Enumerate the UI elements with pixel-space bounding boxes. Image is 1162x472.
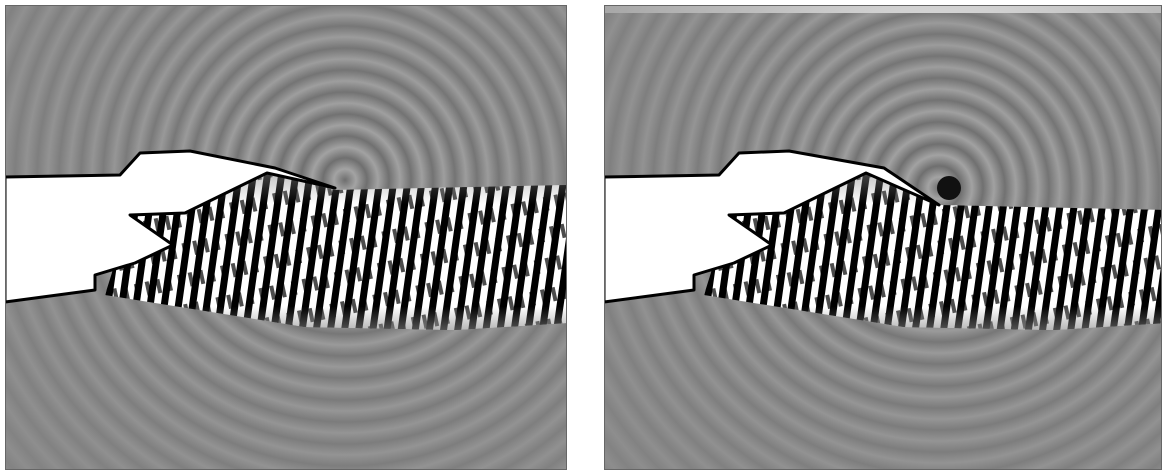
panel-left bbox=[5, 5, 567, 470]
panel-right bbox=[599, 5, 1162, 472]
figure bbox=[0, 0, 1162, 472]
page bbox=[0, 0, 1162, 472]
